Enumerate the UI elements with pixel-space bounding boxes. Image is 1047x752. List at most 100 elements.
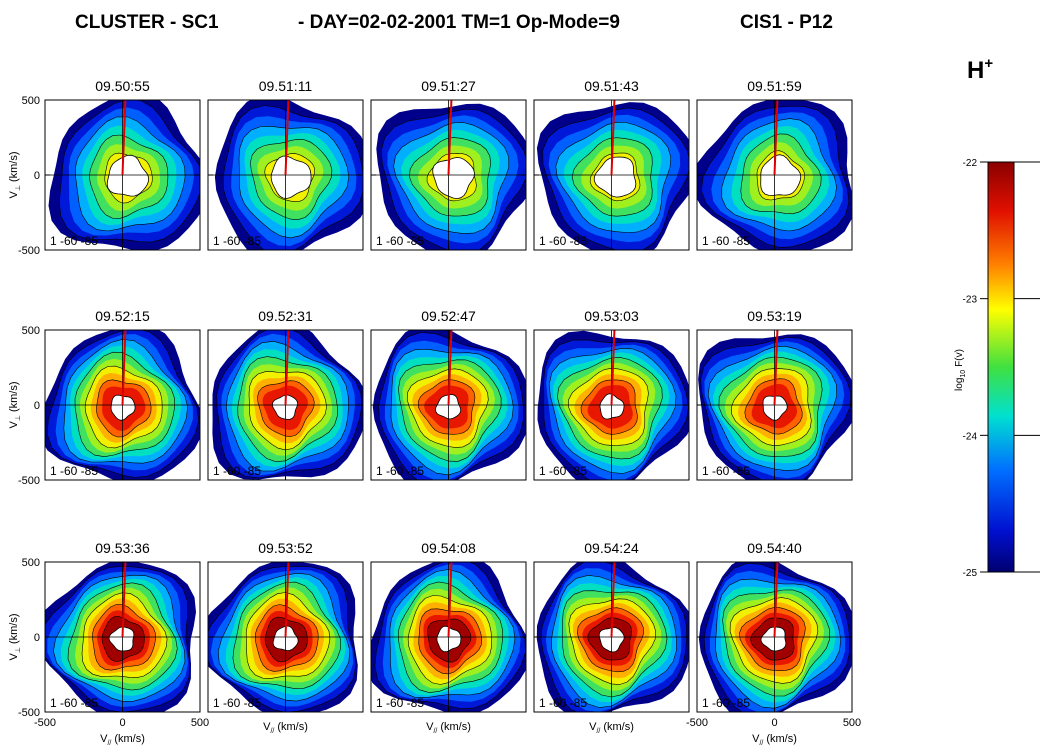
panel-time: 09.51:43: [584, 78, 639, 94]
x-axis-label: V//(km/s): [263, 721, 308, 735]
x-axis-label: V//(km/s): [589, 721, 634, 735]
y-tick-label: 0: [34, 170, 40, 182]
x-tick-label: 0: [771, 717, 777, 729]
species-symbol: H: [967, 57, 984, 84]
panel: 09.51:27 1 -60 -85: [370, 78, 527, 251]
y-tick-label: -500: [18, 245, 40, 257]
x-tick-label: 500: [191, 717, 209, 729]
void-region: [108, 626, 135, 652]
colorbar-tick-label: -24: [963, 431, 978, 442]
field-direction: [284, 100, 290, 176]
void-region: [760, 626, 787, 652]
panel-time: 09.53:19: [747, 308, 802, 324]
axis-unit: (km/s): [603, 721, 634, 733]
panel-time: 09.54:08: [421, 540, 476, 556]
y-axis-label: V⊥ (km/s): [8, 614, 22, 661]
title-mid: - DAY=02-02-2001 TM=1 Op-Mode=9: [298, 12, 620, 33]
axis-sub: //: [107, 740, 111, 747]
field-direction: [773, 100, 779, 176]
distribution-image: [534, 100, 689, 250]
distribution-image: [208, 100, 363, 250]
panel-time: 09.51:59: [747, 78, 802, 94]
void-region: [599, 393, 625, 420]
panel-annotation: 1 -60 -85: [376, 696, 424, 710]
void-region: [106, 154, 150, 197]
field-direction: [121, 562, 127, 638]
cbar-label-sub: 10: [960, 370, 967, 378]
distribution-image: [208, 562, 363, 712]
y-axis-label: V⊥ (km/s): [8, 382, 22, 429]
distribution-image: [371, 562, 526, 712]
cbar-label-rest: F(v): [954, 349, 965, 367]
panel-time: 09.53:36: [95, 540, 150, 556]
panel-time: 09.51:11: [259, 78, 313, 94]
axis-symbol: V: [100, 733, 108, 745]
void-region: [432, 157, 475, 200]
y-axis-label: V⊥ (km/s): [8, 152, 22, 199]
axis-sub: //: [270, 728, 274, 735]
colorbar-tick-label: -22: [963, 158, 978, 169]
axis-sub: //: [759, 740, 763, 747]
void-region: [110, 394, 136, 421]
panel-time: 09.51:27: [421, 78, 476, 94]
panel-time: 09.52:15: [95, 308, 150, 324]
axis-sub: ⊥: [15, 415, 22, 421]
axis-unit: (km/s): [440, 721, 471, 733]
title-left: CLUSTER - SC1: [75, 12, 219, 33]
axis-symbol: V: [8, 421, 20, 429]
panel-annotation: 1 -60 -85: [539, 696, 587, 710]
panel-annotation: 1 -60 -85: [376, 464, 424, 478]
panel: 09.51:43 1 -60 -85: [533, 78, 690, 251]
y-tick-label: -500: [18, 707, 40, 719]
colorbar-tick-label: -23: [963, 295, 978, 306]
axis-unit: (km/s): [8, 152, 20, 183]
panel-annotation: 1 -60 -85: [213, 696, 261, 710]
panel: 09.51:59 1 -60 -85: [696, 78, 853, 251]
panel-time: 09.50:55: [95, 78, 150, 94]
axis-unit: (km/s): [8, 382, 20, 413]
x-tick-label: 500: [843, 717, 861, 729]
axis-unit: (km/s): [114, 733, 145, 745]
distribution-image: [371, 100, 526, 250]
x-axis-label: V//(km/s): [426, 721, 471, 735]
field-direction: [773, 562, 779, 638]
axis-symbol: V: [752, 733, 760, 745]
panel-annotation: 1 -60 -85: [539, 234, 587, 248]
panel: 09.54:40 1 -60 -85 -500 0 500: [686, 540, 861, 729]
field-direction: [610, 330, 616, 406]
panel-annotation: 1 -60 -85: [50, 464, 98, 478]
field-direction: [284, 562, 290, 638]
field-direction: [447, 330, 453, 406]
panel: 09.50:55 1 -60 -85 -500 0 500: [18, 78, 201, 257]
panel-annotation: 1 -60 -85: [702, 234, 750, 248]
distribution-image: [45, 100, 200, 250]
panel-time: 09.53:52: [258, 540, 313, 556]
x-tick-label: 0: [119, 717, 125, 729]
axis-sub: //: [433, 728, 437, 735]
axis-symbol: V: [8, 653, 20, 661]
field-direction: [284, 330, 290, 406]
axis-symbol: V: [589, 721, 597, 733]
axis-unit: (km/s): [766, 733, 797, 745]
void-region: [762, 395, 788, 421]
panel-time: 09.53:03: [584, 308, 639, 324]
distribution-image: [371, 330, 526, 480]
panel-time: 09.52:31: [258, 308, 313, 324]
axis-sub: ⊥: [15, 647, 22, 653]
panel-annotation: 1 -60 -85: [702, 696, 750, 710]
void-region: [271, 394, 299, 420]
panel: 09.53:52 1 -60 -85: [207, 540, 364, 713]
field-direction: [447, 100, 453, 176]
y-tick-label: 0: [34, 400, 40, 412]
panel-annotation: 1 -60 -85: [213, 464, 261, 478]
species-label: H+: [967, 55, 993, 84]
distribution-image: [697, 100, 852, 250]
field-direction: [121, 100, 127, 176]
distribution-image: [534, 562, 689, 712]
axis-sub: //: [596, 728, 600, 735]
panel-annotation: 1 -60 -85: [213, 234, 261, 248]
x-tick-label: -500: [686, 717, 708, 729]
colorbar-label: log10 F(v): [954, 349, 967, 391]
y-tick-label: 500: [22, 325, 40, 337]
x-axis-label: V//(km/s): [752, 733, 797, 747]
